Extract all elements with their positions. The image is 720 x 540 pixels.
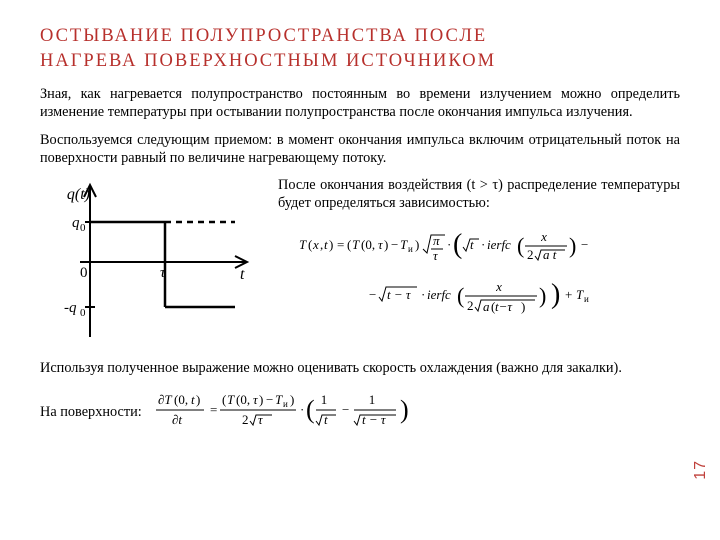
slide-title: ОСТЫВАНИЕ ПОЛУПРОСТРАНСТВА ПОСЛЕ НАГРЕВА… xyxy=(40,24,680,74)
svg-text:): ) xyxy=(196,392,200,407)
svg-text:τ: τ xyxy=(258,412,264,427)
svg-text:(0,: (0, xyxy=(236,392,250,407)
svg-text:·: · xyxy=(300,402,304,417)
svg-text:·: · xyxy=(421,287,425,302)
page-number: 17 xyxy=(692,460,710,480)
svg-text:·: · xyxy=(481,237,485,252)
svg-text:0: 0 xyxy=(80,307,86,319)
svg-text:t: t xyxy=(470,237,474,252)
svg-text:a: a xyxy=(483,299,490,314)
svg-text:T: T xyxy=(299,237,307,252)
svg-text:(: ( xyxy=(453,229,462,260)
svg-text:t − τ: t − τ xyxy=(362,412,387,427)
svg-text:−: − xyxy=(581,237,588,252)
svg-text:0: 0 xyxy=(80,265,88,281)
svg-text:t: t xyxy=(324,412,328,427)
svg-text:t: t xyxy=(191,392,195,407)
closing-paragraph: Используя полученное выражение можно оце… xyxy=(40,360,680,378)
svg-text:2: 2 xyxy=(527,247,534,262)
svg-text:+: + xyxy=(565,287,572,302)
svg-text:ierfc: ierfc xyxy=(427,287,451,302)
svg-text:t: t xyxy=(240,266,245,283)
svg-text:T: T xyxy=(576,287,584,302)
svg-text:и: и xyxy=(283,399,288,409)
svg-text:a t: a t xyxy=(543,247,557,262)
svg-text:=: = xyxy=(210,402,217,417)
svg-text:(0,: (0, xyxy=(174,392,188,407)
svg-text:−: − xyxy=(266,392,273,407)
intro-paragraph-2: Воспользуемся следующим приемом: в момен… xyxy=(40,132,680,168)
svg-text:): ) xyxy=(415,237,419,252)
svg-text:x: x xyxy=(540,229,547,244)
svg-text:1: 1 xyxy=(368,392,375,407)
svg-text:(: ( xyxy=(517,233,524,258)
svg-text:∂t: ∂t xyxy=(172,412,182,427)
svg-text:): ) xyxy=(290,392,294,407)
svg-text:t−τ: t−τ xyxy=(495,299,513,314)
svg-text:): ) xyxy=(329,237,333,252)
svg-text:−: − xyxy=(369,287,376,302)
svg-text:q: q xyxy=(72,215,80,231)
svg-text:): ) xyxy=(384,237,388,252)
svg-text:·: · xyxy=(447,237,451,252)
svg-text:∂T: ∂T xyxy=(158,392,172,407)
svg-text:T: T xyxy=(227,392,235,407)
flux-step-chart: q(t) q 0 -q 0 0 τ t xyxy=(40,177,260,352)
main-formula: T (x,t) = (T(0,τ) −Tи) π τ · ( xyxy=(278,223,680,323)
svg-text:x: x xyxy=(312,237,319,252)
svg-text:τ: τ xyxy=(433,248,439,263)
svg-text:(: ( xyxy=(457,283,464,308)
svg-text:): ) xyxy=(551,279,560,310)
surface-label: На поверхности: xyxy=(40,404,142,422)
svg-text:t − τ: t − τ xyxy=(387,287,412,302)
title-line-1: ОСТЫВАНИЕ ПОЛУПРОСТРАНСТВА ПОСЛЕ xyxy=(40,26,487,46)
svg-text:T: T xyxy=(275,392,283,407)
svg-text:x: x xyxy=(495,279,502,294)
intro-paragraph-1: Зная, как нагревается полупространство п… xyxy=(40,86,680,122)
svg-text:(: ( xyxy=(222,392,226,407)
svg-text:τ: τ xyxy=(160,265,166,281)
svg-text:): ) xyxy=(400,395,409,424)
svg-text:(: ( xyxy=(308,237,312,252)
svg-text:1: 1 xyxy=(320,392,327,407)
surface-formula: ∂T(0,t) ∂t = (T(0,τ) −Tи) 2 τ · ( 1 xyxy=(156,388,476,437)
svg-text:и: и xyxy=(584,294,589,304)
svg-text:0: 0 xyxy=(80,222,86,234)
svg-text:-q: -q xyxy=(64,300,77,316)
svg-text:(: ( xyxy=(347,237,351,252)
svg-text:T: T xyxy=(400,237,408,252)
svg-text:2: 2 xyxy=(467,298,474,313)
svg-text:q(t): q(t) xyxy=(67,186,90,203)
title-line-2: НАГРЕВА ПОВЕРХНОСТНЫМ ИСТОЧНИКОМ xyxy=(40,51,496,71)
svg-text:π: π xyxy=(433,233,440,248)
svg-text:(0,: (0, xyxy=(361,237,375,252)
svg-text:): ) xyxy=(569,233,576,258)
svg-text:−: − xyxy=(342,402,349,417)
svg-text:=: = xyxy=(337,237,344,252)
svg-text:,: , xyxy=(320,237,323,252)
svg-text:−: − xyxy=(391,237,398,252)
svg-text:t: t xyxy=(324,237,328,252)
svg-text:ierfc: ierfc xyxy=(487,237,511,252)
svg-text:): ) xyxy=(539,283,546,308)
svg-text:2: 2 xyxy=(242,412,249,427)
svg-text:T: T xyxy=(352,237,360,252)
svg-text:): ) xyxy=(259,392,263,407)
svg-text:и: и xyxy=(408,244,413,254)
svg-text:(: ( xyxy=(306,395,315,424)
right-paragraph: После окончания воздействия (t > τ) расп… xyxy=(278,177,680,213)
svg-text:): ) xyxy=(521,299,525,314)
